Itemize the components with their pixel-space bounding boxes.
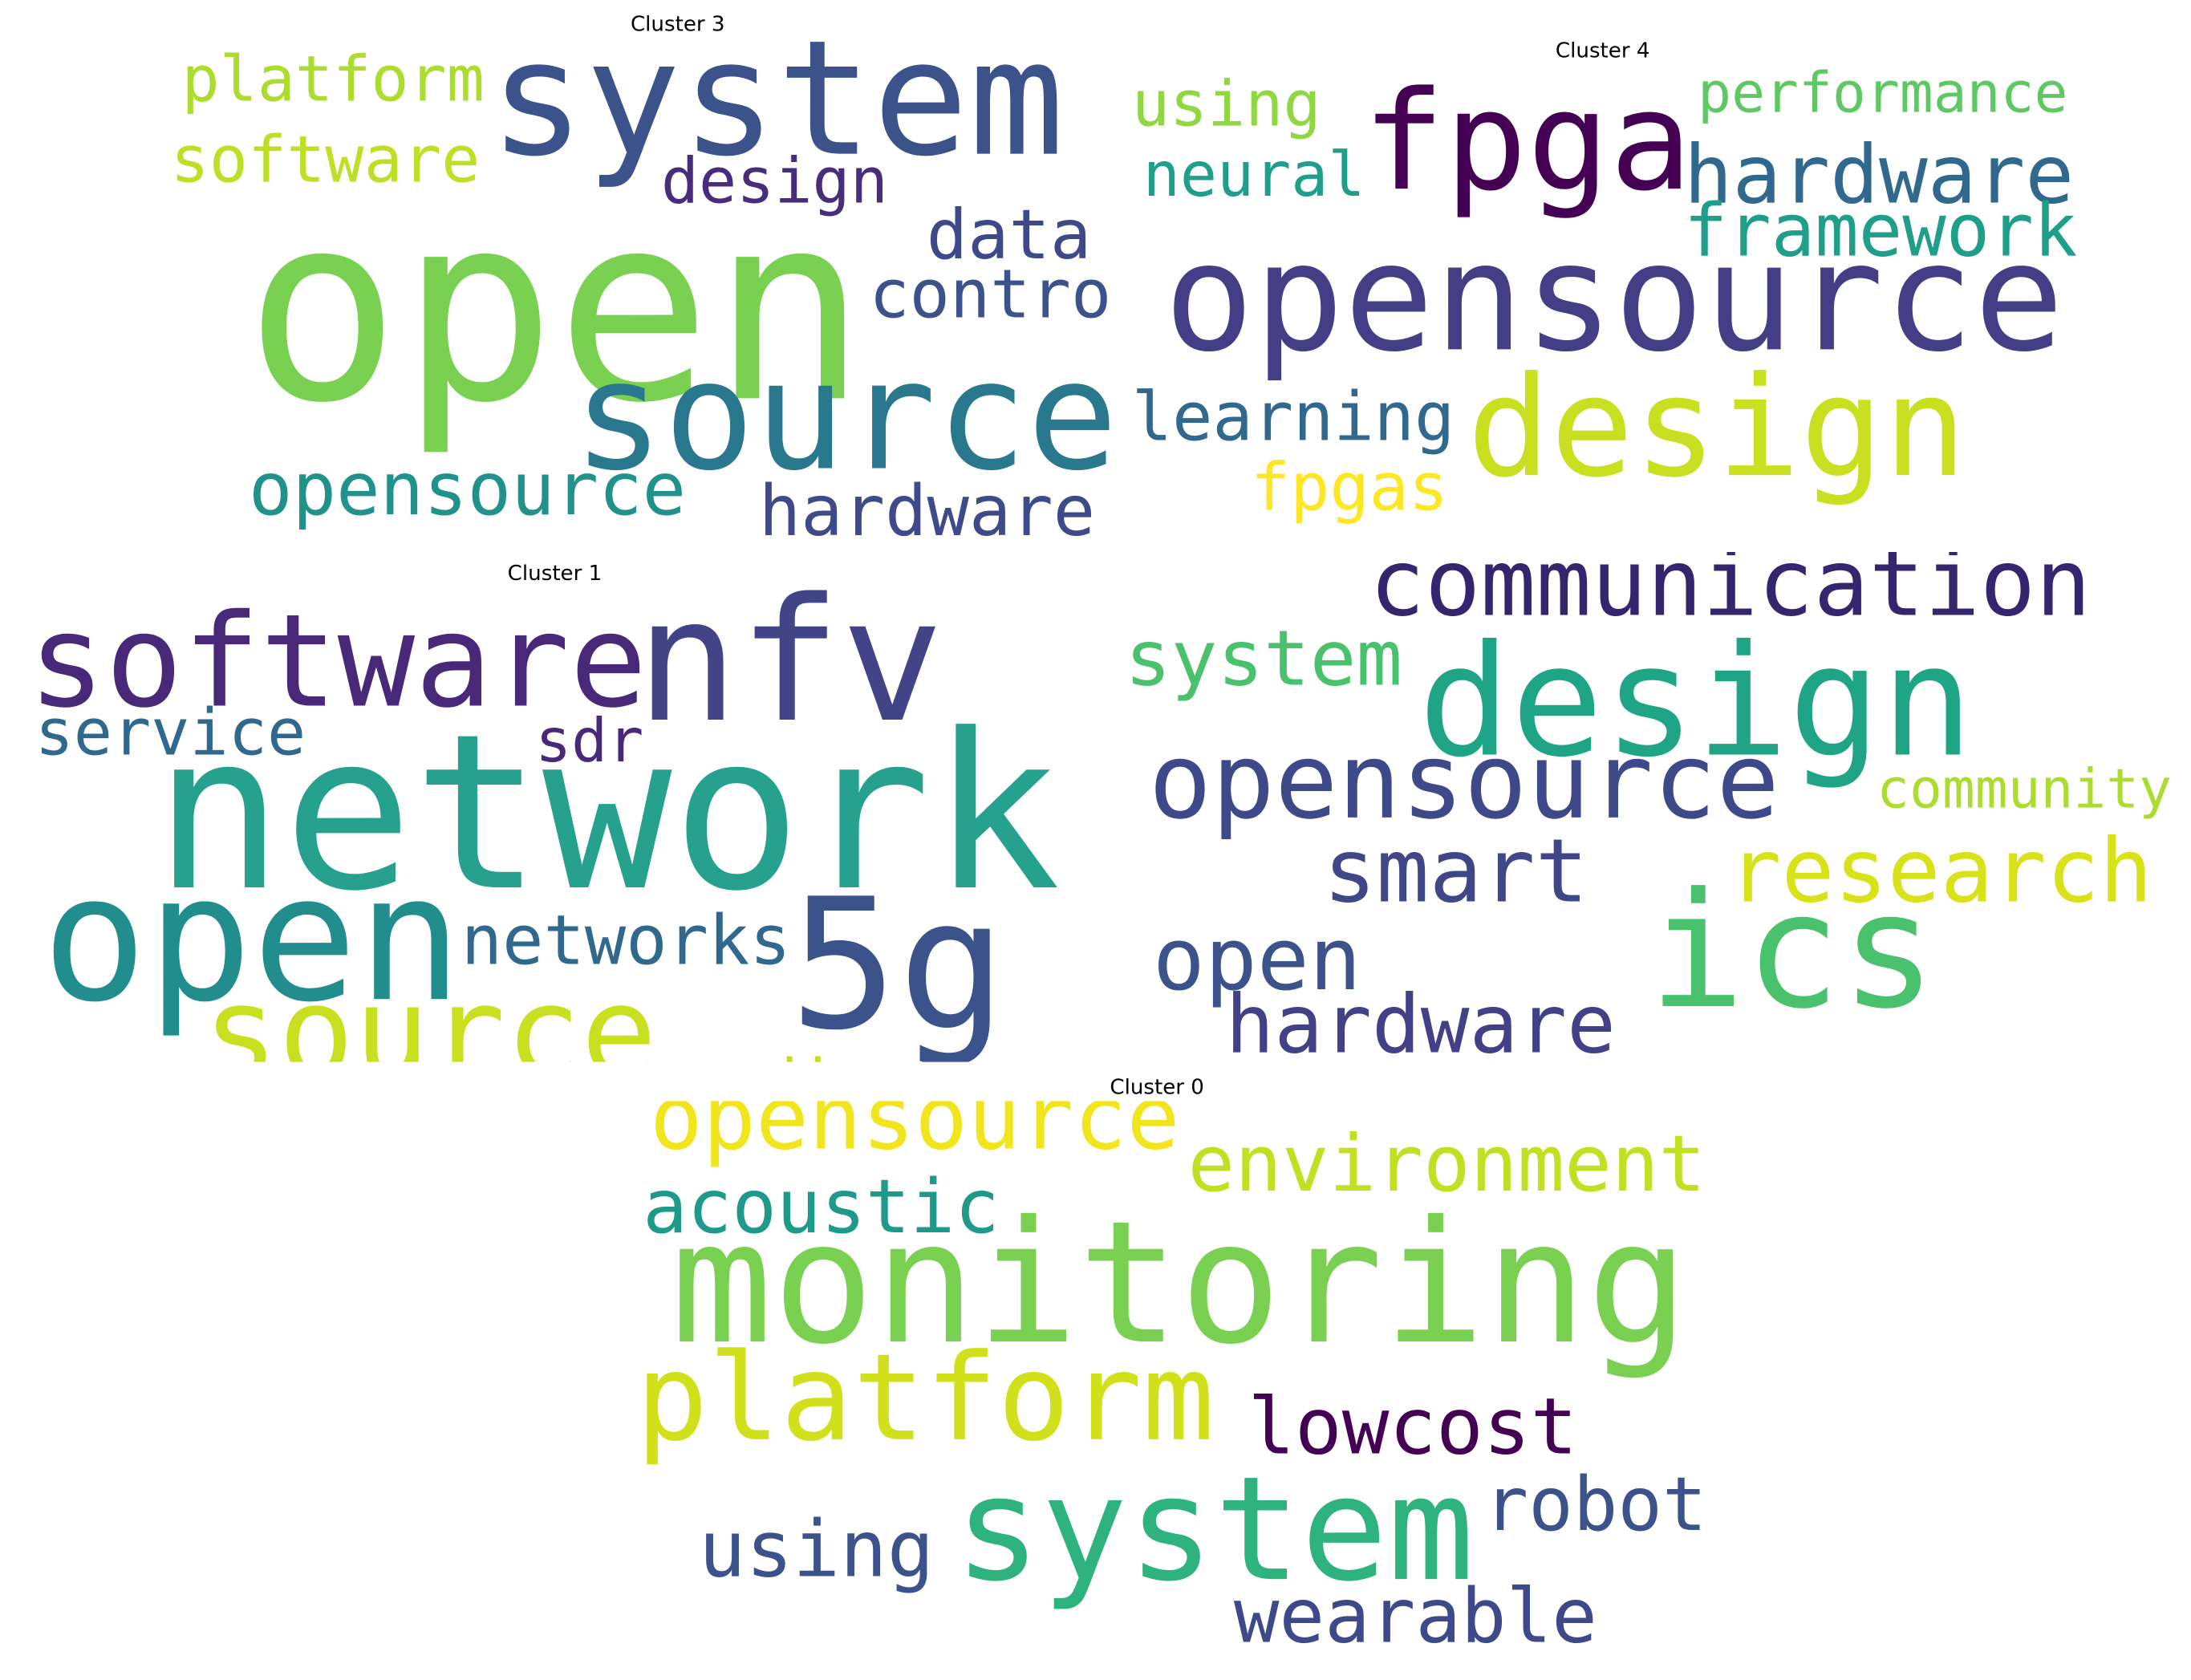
word: radio xyxy=(684,1046,874,1119)
word: data xyxy=(927,196,1092,275)
word: design xyxy=(661,145,888,218)
word: opensource xyxy=(1149,720,1779,842)
word: environment xyxy=(1187,1118,1706,1210)
word: system xyxy=(1125,613,1402,703)
word: service xyxy=(35,695,306,769)
word: platform xyxy=(181,43,484,116)
word: using xyxy=(699,1504,935,1596)
word: hardware xyxy=(759,470,1095,552)
word: control xyxy=(869,254,1151,333)
word: networks xyxy=(461,902,791,981)
word: software xyxy=(28,586,647,737)
word: source xyxy=(203,960,657,1106)
word: acoustic xyxy=(643,1163,1000,1250)
word: communication xyxy=(1369,530,2092,637)
cluster-title: Cluster 4 xyxy=(1556,39,1650,63)
word: fpgas xyxy=(1251,450,1448,526)
word: system xyxy=(955,1446,1475,1613)
word: sdr xyxy=(535,705,643,776)
word: open xyxy=(42,838,462,1041)
word: framework xyxy=(1684,189,2078,274)
word: open xyxy=(245,158,867,459)
word: hardware xyxy=(1225,976,1615,1071)
word: opensource xyxy=(249,448,686,532)
word: opensource xyxy=(650,1067,1180,1170)
cluster-title: Cluster 3 xyxy=(631,12,725,36)
word: source xyxy=(573,328,1118,504)
word: performance xyxy=(1698,60,2067,125)
word: ics xyxy=(1649,858,1937,1044)
word: community xyxy=(1877,758,2172,822)
word: open xyxy=(1153,910,1361,1010)
word: robot xyxy=(1484,1461,1707,1548)
word: learning xyxy=(1132,378,1455,457)
cluster-title: Cluster 1 xyxy=(508,562,603,586)
word: research xyxy=(1728,819,2152,922)
word: neural xyxy=(1143,140,1365,211)
word: nfv xyxy=(635,562,943,761)
cluster: opensource environment acousticmonitoringp… xyxy=(635,1067,1707,1660)
word: fpga xyxy=(1362,63,1692,221)
word: monitoring xyxy=(671,1184,1689,1382)
word: opensource xyxy=(1164,210,2064,384)
word: platform xyxy=(635,1329,1214,1468)
word: hardware xyxy=(1684,128,2074,222)
cluster-title: Cluster 0 xyxy=(1110,1076,1204,1100)
word: using xyxy=(1132,68,1321,141)
word: design xyxy=(1418,612,1974,791)
word: software xyxy=(171,122,481,197)
word: smart xyxy=(1323,819,1588,922)
word: network xyxy=(154,688,1061,939)
word: wearable xyxy=(1234,1572,1597,1660)
word: system xyxy=(489,6,1065,192)
word: design xyxy=(1467,347,1967,508)
word: 5g xyxy=(789,859,1007,1069)
word: lowcost xyxy=(1248,1381,1577,1472)
